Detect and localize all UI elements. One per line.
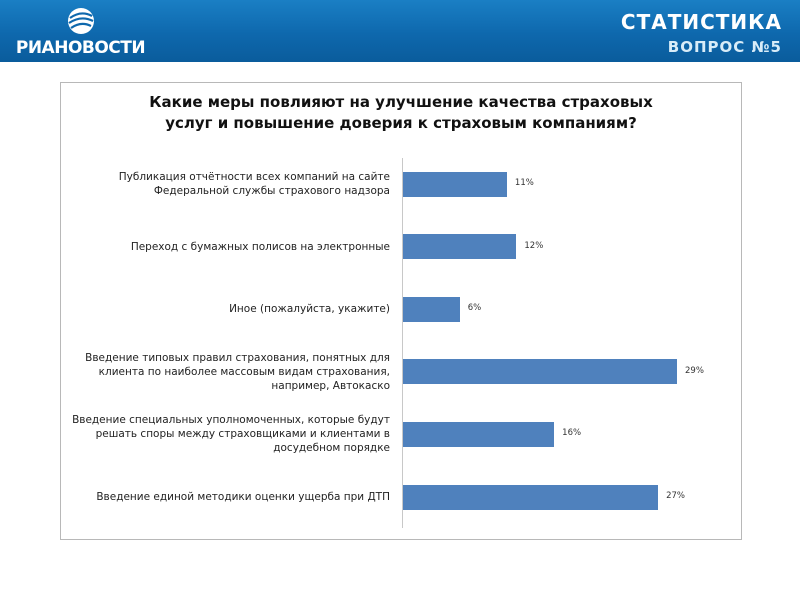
category-label-4: Введение типовых правил страхования, пон… [60,351,390,393]
category-label-5-line-3: досудебном порядке [273,442,390,455]
chart-title: Какие меры повлияют на улучшение качеств… [60,92,742,134]
chart-frame [60,82,742,540]
value-label-4: 29% [685,365,704,376]
chart-title-line-2: услуг и повышение доверия к страховым ко… [165,114,637,132]
category-label-4-line-1: Введение типовых правил страхования, пон… [85,351,390,364]
value-label-6: 27% [666,491,685,501]
chart-title-line-1: Какие меры повлияют на улучшение качеств… [149,93,653,111]
globe-icon [68,8,94,34]
value-label-1: 11% [514,178,534,188]
category-label-4-line-2: клиента по наиболее массовым видам страх… [98,365,390,378]
bar-3 [403,296,460,322]
header-banner: РИАНОВОСТИ СТАТИСТИКА ВОПРОС №5 [0,0,800,62]
value-label-2: 12% [524,240,544,251]
category-label-1-line-1: Публикация отчётности всех компаний на с… [118,171,390,183]
category-label-4-line-3: например, Автокаско [271,379,390,392]
category-label-3-line-1: Иное (пожалуйста, укажите) [229,303,390,316]
category-label-1-line-2: Федеральной службы страхового надзора [153,185,390,197]
bar-1 [403,171,507,197]
category-label-1: Публикация отчётности всех компаний на с… [60,170,390,198]
question-number: ВОПРОС №5 [667,38,782,56]
section-title: СТАТИСТИКА [620,10,782,34]
bar-4 [403,359,677,385]
logo-text: РИАНОВОСТИ [15,38,146,58]
ria-logo[interactable]: РИАНОВОСТИ [8,4,153,58]
category-axis-line [402,158,403,528]
category-label-2-line-1: Переход с бумажных полисов на электронны… [130,240,390,253]
category-label-3: Иное (пожалуйста, укажите) [60,302,390,316]
value-label-5: 16% [562,428,582,439]
bar-2 [403,234,517,260]
category-label-6: Введение единой методики оценки ущерба п… [60,490,390,504]
category-label-5-line-1: Введение специальных уполномоченных, кот… [72,414,390,427]
value-label-3: 6% [467,303,482,314]
bar-5 [403,421,555,447]
category-label-5-line-2: решать споры между страховщиками и клиен… [95,428,390,441]
bar-6 [403,484,659,510]
category-label-6-line-1: Введение единой методики оценки ущерба п… [96,491,390,503]
category-label-2: Переход с бумажных полисов на электронны… [60,240,390,254]
category-label-5: Введение специальных уполномоченных, кот… [60,413,390,455]
